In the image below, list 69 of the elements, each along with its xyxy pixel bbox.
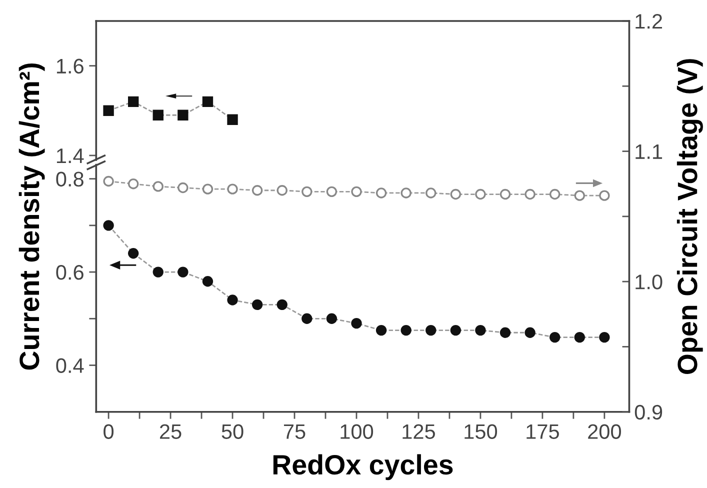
point: [202, 184, 214, 194]
x-tick-label: 200: [588, 424, 621, 439]
point: [227, 114, 238, 125]
point: [400, 324, 412, 336]
y2-tick-label: 0.9: [634, 404, 662, 420]
point: [152, 181, 164, 192]
point: [128, 96, 139, 108]
point: [302, 186, 312, 198]
x-tick-label: 0: [104, 424, 114, 439]
point: [252, 185, 263, 196]
point: [227, 184, 238, 194]
point: [103, 105, 114, 116]
point: [351, 318, 362, 329]
point: [475, 324, 486, 336]
point: [450, 324, 462, 336]
point: [178, 266, 188, 278]
point: [500, 327, 511, 338]
point: [450, 188, 462, 200]
point: [351, 186, 362, 198]
point: [128, 178, 139, 190]
point: [500, 188, 511, 200]
point: [524, 188, 536, 200]
point: [426, 188, 436, 198]
x-tick-label: 75: [284, 424, 306, 439]
y-tick-label: 0.6: [56, 265, 84, 280]
point: [524, 327, 536, 338]
y-axis-title: Current density (A/cm²): [18, 63, 45, 370]
x-tick-label: 125: [402, 424, 435, 439]
y-tick-label: 1.4: [56, 148, 84, 164]
point: [202, 96, 214, 108]
point: [103, 176, 114, 187]
point: [376, 324, 387, 336]
x-tick-label: 25: [160, 424, 182, 439]
x-tick-label: 100: [340, 424, 374, 439]
point: [302, 313, 312, 324]
point: [178, 182, 188, 194]
point: [128, 248, 139, 259]
x-tick-label: 50: [222, 424, 244, 439]
y-tick-label: 1.6: [56, 58, 84, 74]
point: [252, 299, 263, 310]
point: [326, 186, 338, 198]
y2-axis-title: Open Circuit Voltage (V): [676, 59, 703, 374]
y2-tick-label: 1.0: [636, 274, 662, 290]
point: [326, 313, 338, 324]
point: [376, 188, 387, 198]
point: [103, 220, 114, 231]
point: [599, 190, 610, 201]
x-axis-title: RedOx cycles: [273, 454, 453, 480]
point: [574, 332, 585, 343]
y2-tick-label: 1.2: [636, 14, 662, 29]
point: [550, 332, 560, 343]
point: [574, 190, 585, 201]
point: [227, 294, 238, 306]
point: [475, 188, 486, 200]
point: [152, 266, 164, 278]
point: [276, 185, 288, 196]
point: [178, 110, 188, 120]
point: [400, 188, 412, 198]
y-tick-label: 0.8: [56, 172, 84, 187]
point: [599, 332, 610, 343]
point: [426, 324, 436, 336]
point: [152, 110, 164, 120]
point: [276, 299, 288, 310]
point: [550, 188, 560, 200]
x-tick-label: 150: [464, 424, 498, 439]
y2-tick-label: 1.1: [636, 144, 662, 159]
y-tick-label: 0.4: [56, 358, 84, 374]
x-tick-label: 175: [526, 424, 559, 439]
point: [202, 276, 214, 287]
